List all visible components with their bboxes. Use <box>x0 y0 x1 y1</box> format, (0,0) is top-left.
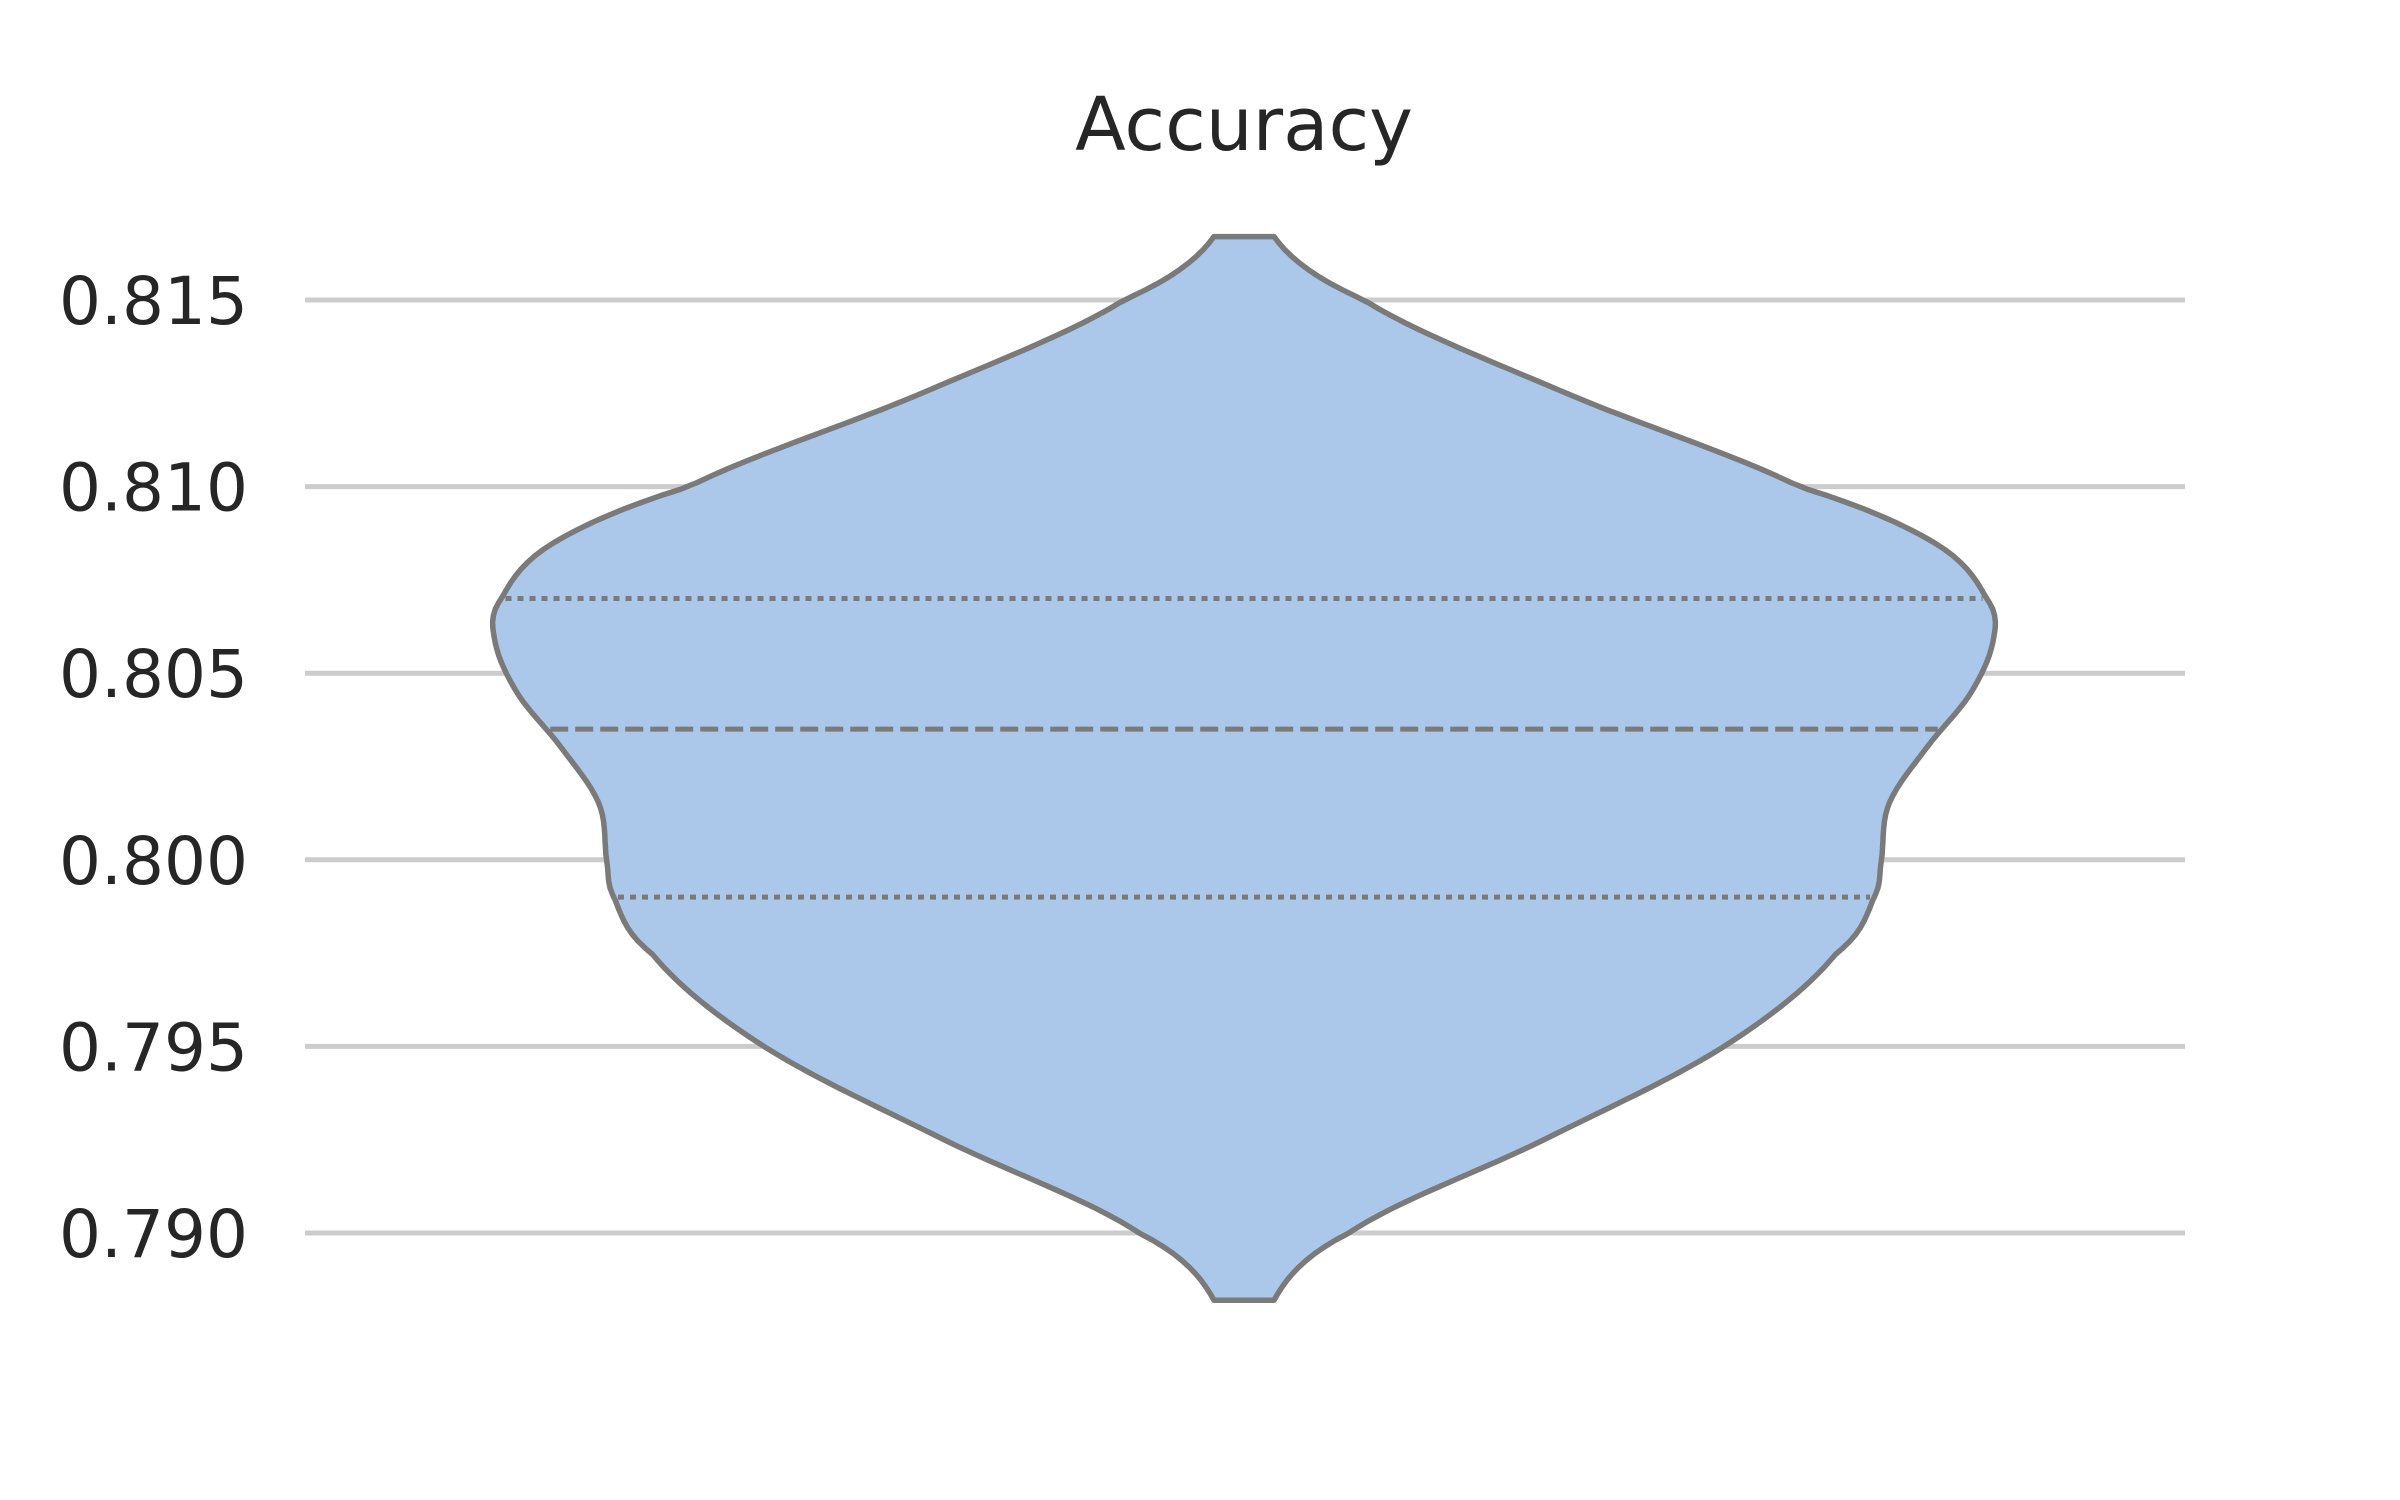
y-tick-label: 0.800 <box>59 823 248 900</box>
y-tick-label: 0.805 <box>59 636 248 713</box>
y-tick-label: 0.810 <box>59 450 248 527</box>
chart-title: Accuracy <box>1075 82 1413 168</box>
violin-body <box>489 233 1999 1303</box>
y-axis-tick-labels: 0.790 0.795 0.800 0.805 0.810 0.815 <box>59 263 248 1273</box>
y-tick-label: 0.815 <box>59 263 248 340</box>
violin-group <box>489 233 1999 1303</box>
y-tick-label: 0.790 <box>59 1196 248 1273</box>
y-tick-label: 0.795 <box>59 1009 248 1086</box>
